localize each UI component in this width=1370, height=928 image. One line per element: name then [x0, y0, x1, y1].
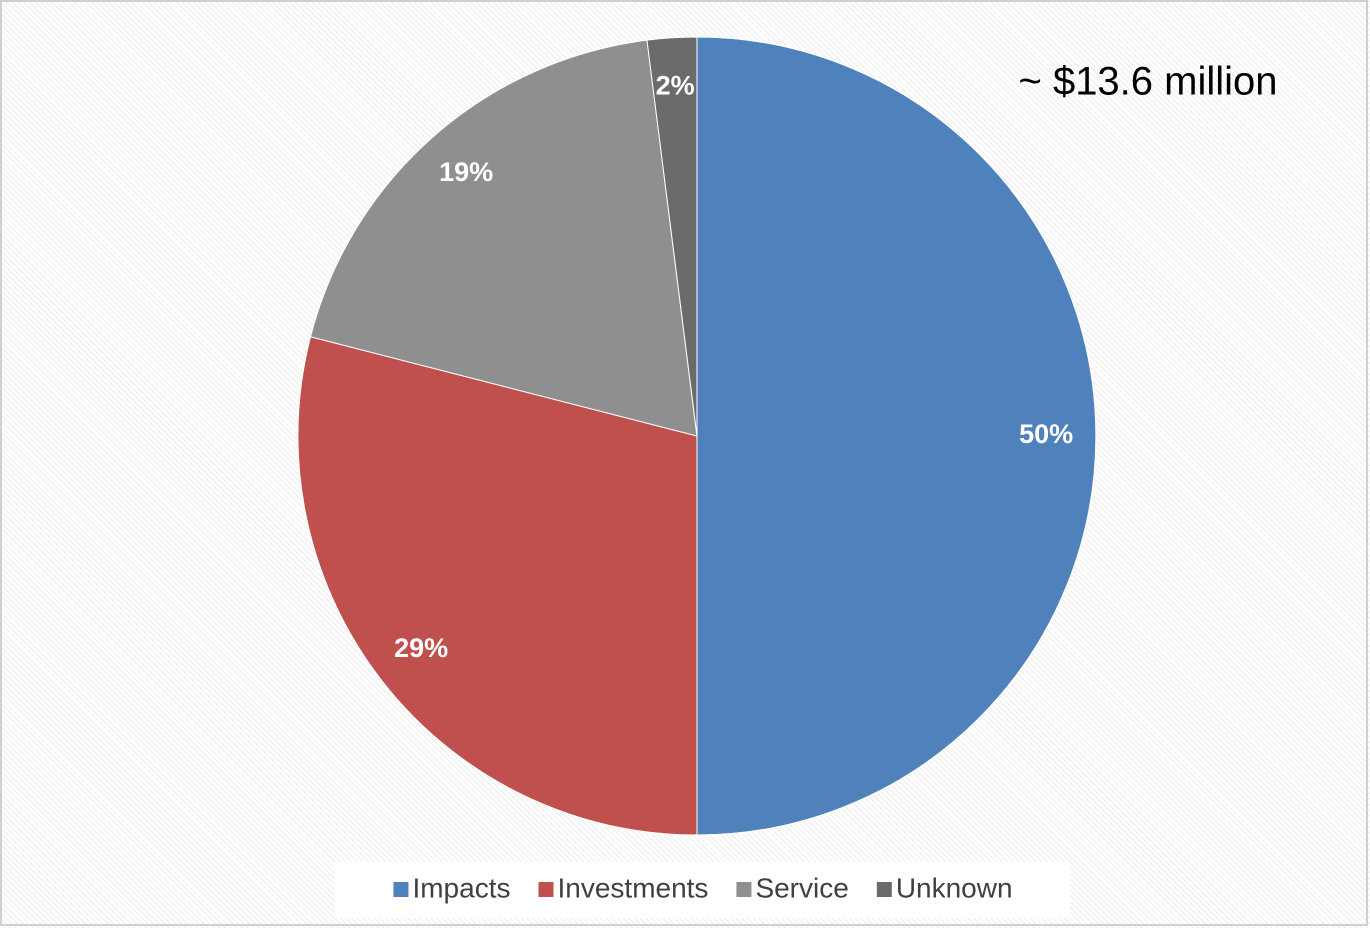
data-label: 2% — [656, 71, 695, 101]
legend-label: Unknown — [896, 872, 1013, 903]
legend-label: Impacts — [412, 872, 510, 903]
pie-slice — [297, 336, 698, 836]
legend-swatch — [736, 882, 752, 897]
data-label: 19% — [439, 157, 493, 187]
legend-label: Investments — [557, 872, 708, 903]
legend-swatch — [538, 882, 554, 897]
data-label: 29% — [394, 633, 448, 663]
legend-box — [335, 862, 1070, 918]
annotation: ~ $13.6 million — [1018, 60, 1277, 104]
legend-swatch — [876, 882, 892, 897]
pie-slice — [646, 36, 698, 437]
pie-slice — [696, 36, 1097, 836]
legend-swatch — [393, 882, 409, 897]
legend-label: Service — [755, 872, 848, 903]
data-label: 50% — [1019, 419, 1073, 449]
pie-slice — [309, 39, 698, 437]
